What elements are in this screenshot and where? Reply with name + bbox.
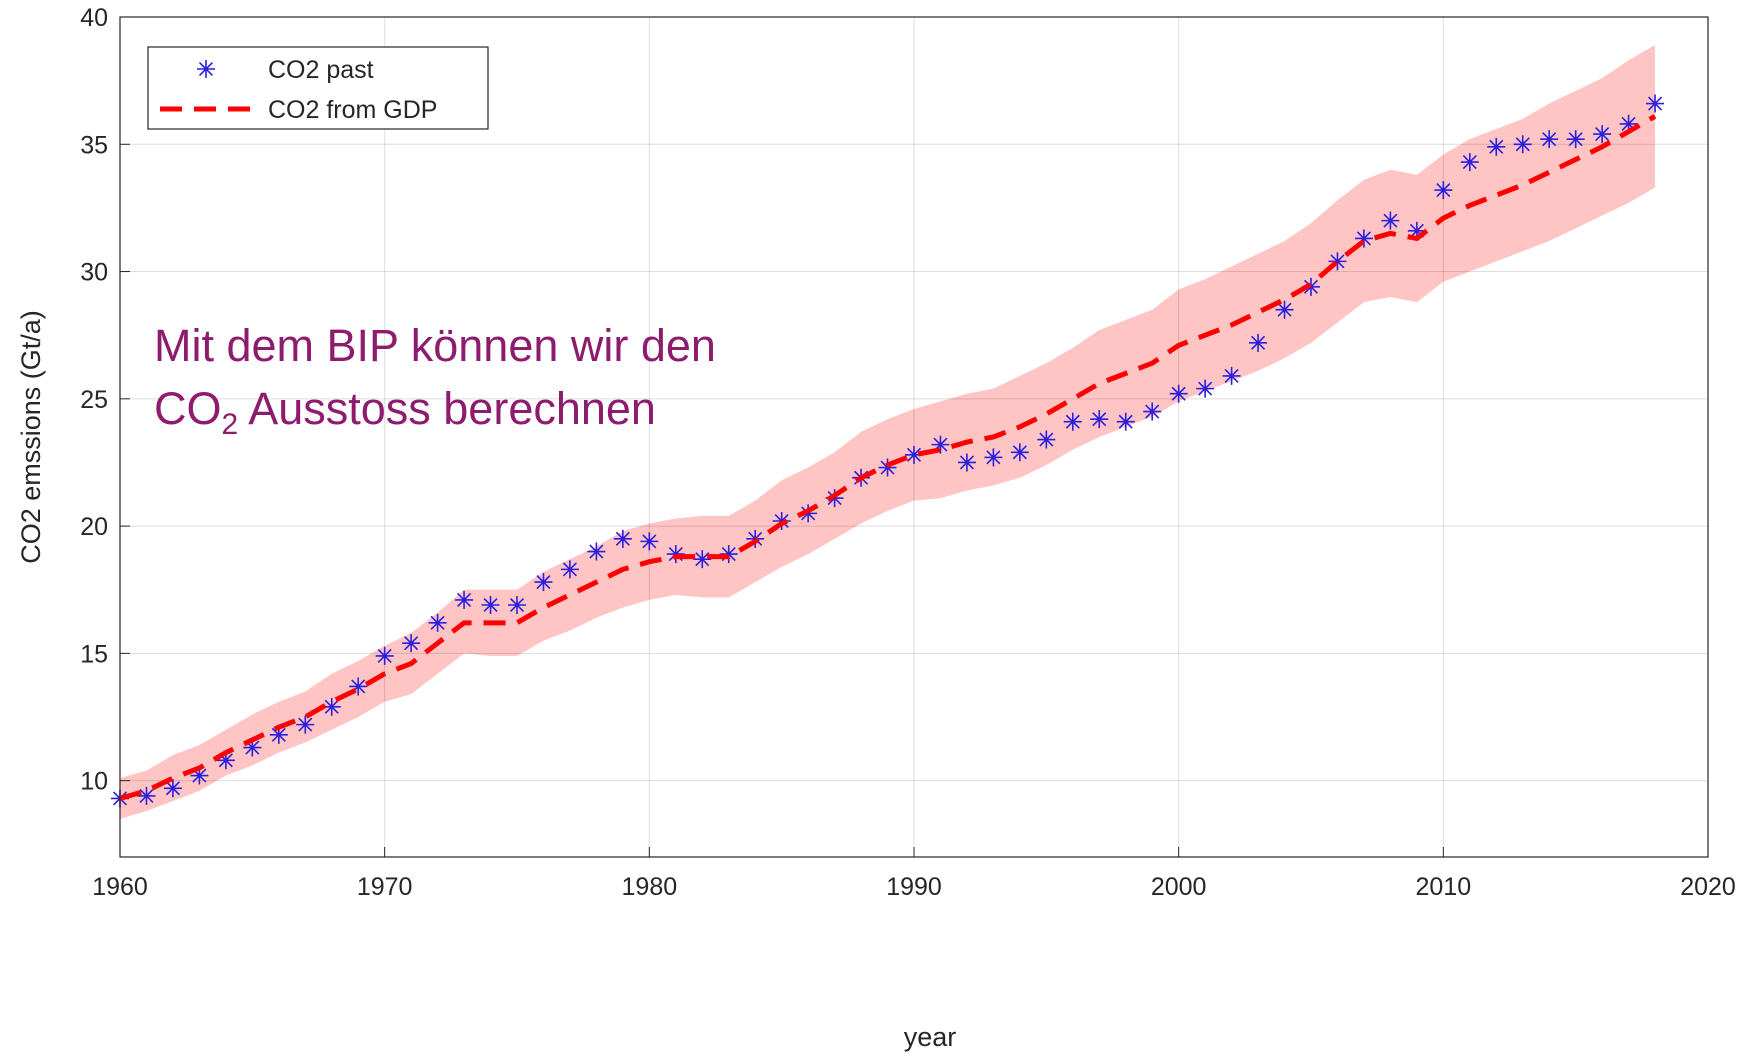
marker [1593, 125, 1612, 144]
marker [1063, 412, 1082, 431]
marker [1116, 412, 1135, 431]
y-tick-label: 10 [80, 768, 108, 796]
legend-marker [197, 60, 215, 78]
marker [1460, 153, 1479, 172]
marker [693, 550, 712, 569]
marker [322, 697, 341, 716]
y-tick-label: 25 [80, 386, 108, 414]
marker [905, 445, 923, 464]
marker [428, 613, 447, 632]
marker [1090, 410, 1109, 429]
marker [269, 725, 288, 744]
marker [719, 545, 738, 564]
marker [1275, 300, 1294, 319]
line [119, 114, 1657, 801]
legend-box [147, 46, 489, 130]
y-tick-label: 35 [80, 131, 108, 159]
y-tick-label: 40 [80, 4, 108, 32]
confidence-band [120, 45, 1656, 819]
marker [666, 545, 685, 564]
marker [534, 573, 553, 592]
marker [243, 738, 262, 757]
x-tick-label: 1990 [886, 873, 942, 901]
x-tick-label: 2000 [1151, 873, 1207, 901]
y-tick-label: 20 [80, 513, 108, 541]
marker [1566, 130, 1585, 149]
marker [640, 532, 659, 551]
marker [1487, 137, 1506, 156]
marker [1434, 181, 1453, 200]
y-tick-label: 15 [80, 640, 108, 668]
x-tick-label: 1960 [92, 873, 148, 901]
marker [1328, 252, 1347, 271]
x-tick-label: 2020 [1680, 873, 1736, 901]
y-tick-label: 30 [80, 259, 108, 287]
annotation: CO2 Ausstoss berechnen [154, 383, 656, 441]
marker [931, 435, 950, 454]
marker [296, 715, 315, 734]
y-axis-label: CO2 emssions (Gt/a) [16, 310, 46, 564]
marker [137, 786, 156, 805]
x-axis-label: year [904, 1022, 957, 1052]
legend-label: CO2 from GDP [268, 96, 437, 124]
marker [1513, 135, 1532, 154]
x-tick-label: 1970 [357, 873, 413, 901]
marker [613, 529, 632, 548]
marker [1540, 130, 1559, 149]
marker [984, 448, 1003, 467]
marker [1169, 384, 1188, 403]
marker [375, 646, 394, 665]
marker [163, 779, 182, 798]
marker [1196, 379, 1215, 398]
annotation-part: CO [154, 383, 222, 434]
marker [455, 590, 474, 609]
annotation-subscript: 2 [222, 408, 239, 441]
legend-label: CO2 past [268, 56, 374, 84]
marker [508, 596, 526, 614]
marker [1381, 211, 1400, 230]
x-tick-label: 2010 [1416, 873, 1472, 901]
marker [1010, 443, 1029, 462]
annotation-part: Ausstoss berechnen [238, 383, 656, 434]
marker [1143, 402, 1162, 421]
marker [1249, 333, 1268, 352]
annotation: Mit dem BIP können wir den [154, 320, 716, 371]
marker [349, 677, 368, 696]
plot-frame [119, 16, 1709, 858]
marker [1037, 430, 1056, 449]
marker [1646, 94, 1665, 113]
marker [216, 751, 235, 770]
marker [1354, 229, 1373, 248]
marker [587, 542, 606, 561]
marker [1407, 221, 1426, 240]
marker [560, 560, 579, 579]
marker [1619, 114, 1638, 133]
marker [481, 596, 500, 614]
marker [402, 634, 421, 653]
marker [1222, 366, 1241, 385]
marker [190, 766, 209, 785]
marker [957, 453, 976, 472]
x-tick-label: 1980 [622, 873, 678, 901]
